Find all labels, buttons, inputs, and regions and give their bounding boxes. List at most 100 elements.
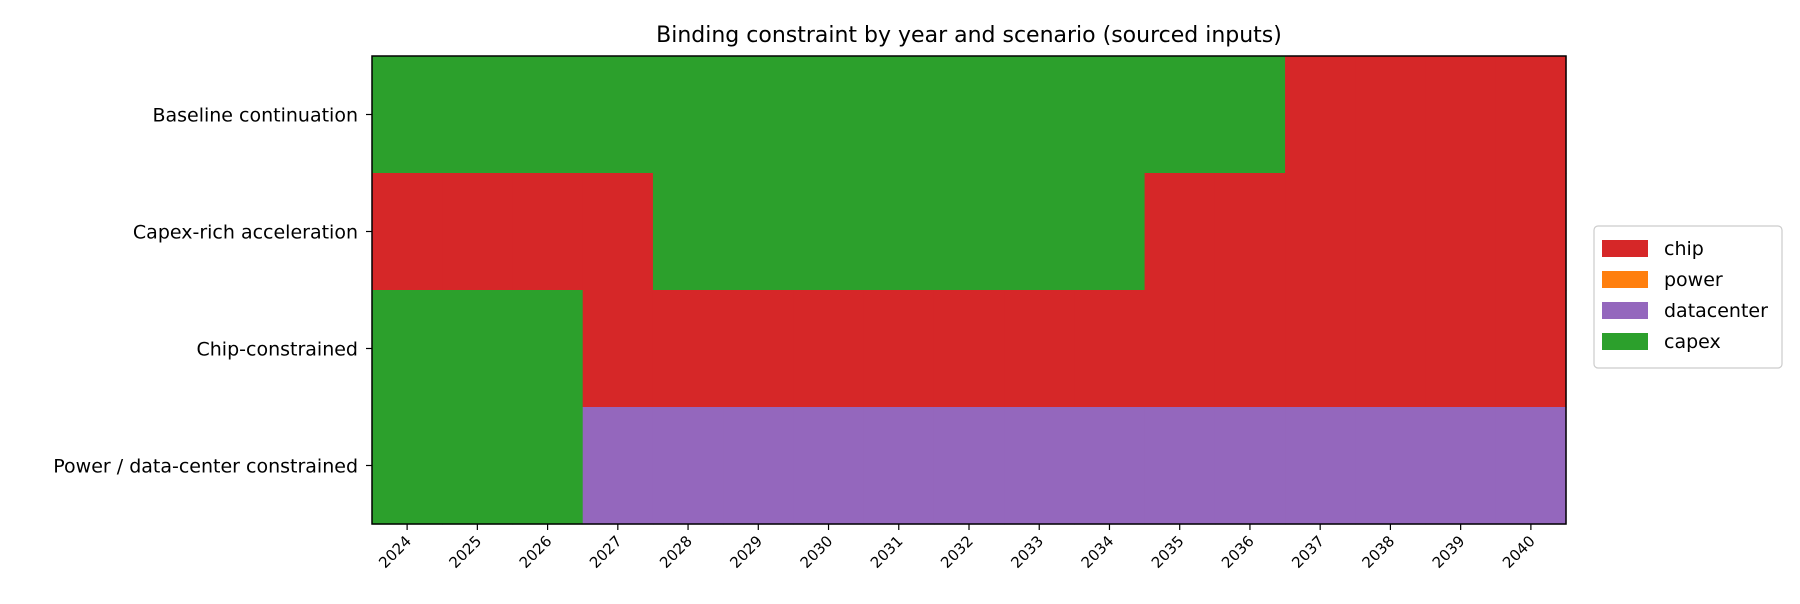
heatmap-cell [582, 56, 654, 174]
y-tick-label: Baseline continuation [152, 105, 358, 127]
heatmap-cell [1495, 173, 1567, 291]
heatmap-cell [582, 407, 654, 525]
heatmap-cell [1074, 173, 1146, 291]
x-tick-label: 2033 [1007, 532, 1047, 572]
heatmap-cell [1285, 290, 1356, 408]
y-axis: Baseline continuation Capex-rich accelera… [53, 105, 372, 478]
legend-label-capex: capex [1664, 331, 1721, 353]
heatmap-cell [1355, 407, 1427, 525]
heatmap-cell [1355, 290, 1427, 408]
y-tick-label: Chip-constrained [197, 339, 359, 361]
heatmap-cell [793, 290, 865, 408]
x-tick-label: 2032 [937, 532, 977, 572]
heatmap-cell [723, 407, 795, 525]
heatmap-cell [1355, 56, 1427, 174]
x-tick-label: 2025 [445, 532, 485, 572]
chart-title: Binding constraint by year and scenario … [656, 23, 1282, 48]
x-tick-label: 2036 [1218, 532, 1258, 572]
x-tick-label: 2038 [1359, 532, 1399, 572]
heatmap-cell [1074, 56, 1146, 174]
heatmap-cell [1425, 56, 1497, 174]
heatmap-cell [1074, 290, 1146, 408]
x-tick-label: 2039 [1429, 532, 1469, 572]
heatmap-cells [372, 56, 1567, 525]
heatmap-cell [442, 407, 514, 525]
heatmap-cell [652, 173, 724, 291]
heatmap-cell [933, 173, 1005, 291]
heatmap-cell [1144, 56, 1216, 174]
heatmap-cell [512, 56, 584, 174]
legend-label-datacenter: datacenter [1664, 300, 1768, 322]
heatmap-cell [1495, 407, 1567, 525]
heatmap-cell [1004, 407, 1075, 525]
heatmap-cell [1214, 56, 1286, 174]
heatmap-cell [1214, 290, 1286, 408]
heatmap-cell [863, 56, 935, 174]
heatmap-cell [1144, 290, 1216, 408]
heatmap-cell [1285, 173, 1356, 291]
legend-label-power: power [1664, 269, 1723, 291]
legend-label-chip: chip [1664, 238, 1704, 260]
x-tick-label: 2027 [586, 532, 626, 572]
x-tick-label: 2035 [1148, 532, 1188, 572]
heatmap-cell [933, 290, 1005, 408]
legend-swatch-capex [1602, 333, 1648, 350]
x-tick-label: 2029 [726, 532, 766, 572]
heatmap-cell [1144, 407, 1216, 525]
x-tick-label: 2040 [1499, 532, 1539, 572]
heatmap-cell [1425, 407, 1497, 525]
y-tick-label: Power / data-center constrained [53, 456, 358, 478]
x-axis: 2024 2025 2026 2027 2028 2029 2030 2031 2032 2033… [375, 524, 1539, 572]
heatmap-cell [1425, 290, 1497, 408]
x-tick-label: 2037 [1288, 532, 1328, 572]
legend-swatch-power [1602, 271, 1648, 288]
x-tick-label: 2026 [516, 532, 556, 572]
heatmap-cell [723, 56, 795, 174]
x-tick-label: 2024 [375, 532, 415, 572]
heatmap-cell [863, 407, 935, 525]
heatmap-cell [372, 173, 443, 291]
heatmap-cell [1285, 407, 1356, 525]
heatmap-cell [793, 56, 865, 174]
heatmap-cell [372, 290, 443, 408]
heatmap-cell [1004, 56, 1075, 174]
heatmap-cell [863, 290, 935, 408]
heatmap-cell [512, 407, 584, 525]
heatmap-cell [1495, 56, 1567, 174]
heatmap-cell [1355, 173, 1427, 291]
heatmap-cell [1144, 173, 1216, 291]
heatmap-cell [1285, 56, 1356, 174]
heatmap-cell [1074, 407, 1146, 525]
heatmap-cell [512, 290, 584, 408]
heatmap-cell [372, 407, 443, 525]
heatmap-cell [442, 290, 514, 408]
x-tick-label: 2028 [656, 532, 696, 572]
heatmap-cell [1004, 173, 1075, 291]
heatmap-cell [1214, 173, 1286, 291]
heatmap-cell [442, 173, 514, 291]
heatmap-cell [1425, 173, 1497, 291]
x-tick-label: 2030 [797, 532, 837, 572]
heatmap-cell [652, 56, 724, 174]
legend: chip power datacenter capex [1593, 225, 1783, 369]
heatmap-cell [582, 290, 654, 408]
heatmap-cell [793, 407, 865, 525]
heatmap-cell [933, 407, 1005, 525]
legend-swatch-chip [1602, 240, 1648, 257]
heatmap-cell [652, 290, 724, 408]
heatmap-cell [582, 173, 654, 291]
heatmap-cell [372, 56, 443, 174]
heatmap-cell [1214, 407, 1286, 525]
x-tick-label: 2034 [1078, 532, 1118, 572]
heatmap-cell [442, 56, 514, 174]
legend-box [1593, 225, 1783, 369]
legend-swatch-datacenter [1602, 302, 1648, 319]
heatmap-cell [1495, 290, 1567, 408]
heatmap-cell [863, 173, 935, 291]
heatmap-cell [793, 173, 865, 291]
heatmap-cell [933, 56, 1005, 174]
heatmap-cell [652, 407, 724, 525]
heatmap-cell [723, 173, 795, 291]
